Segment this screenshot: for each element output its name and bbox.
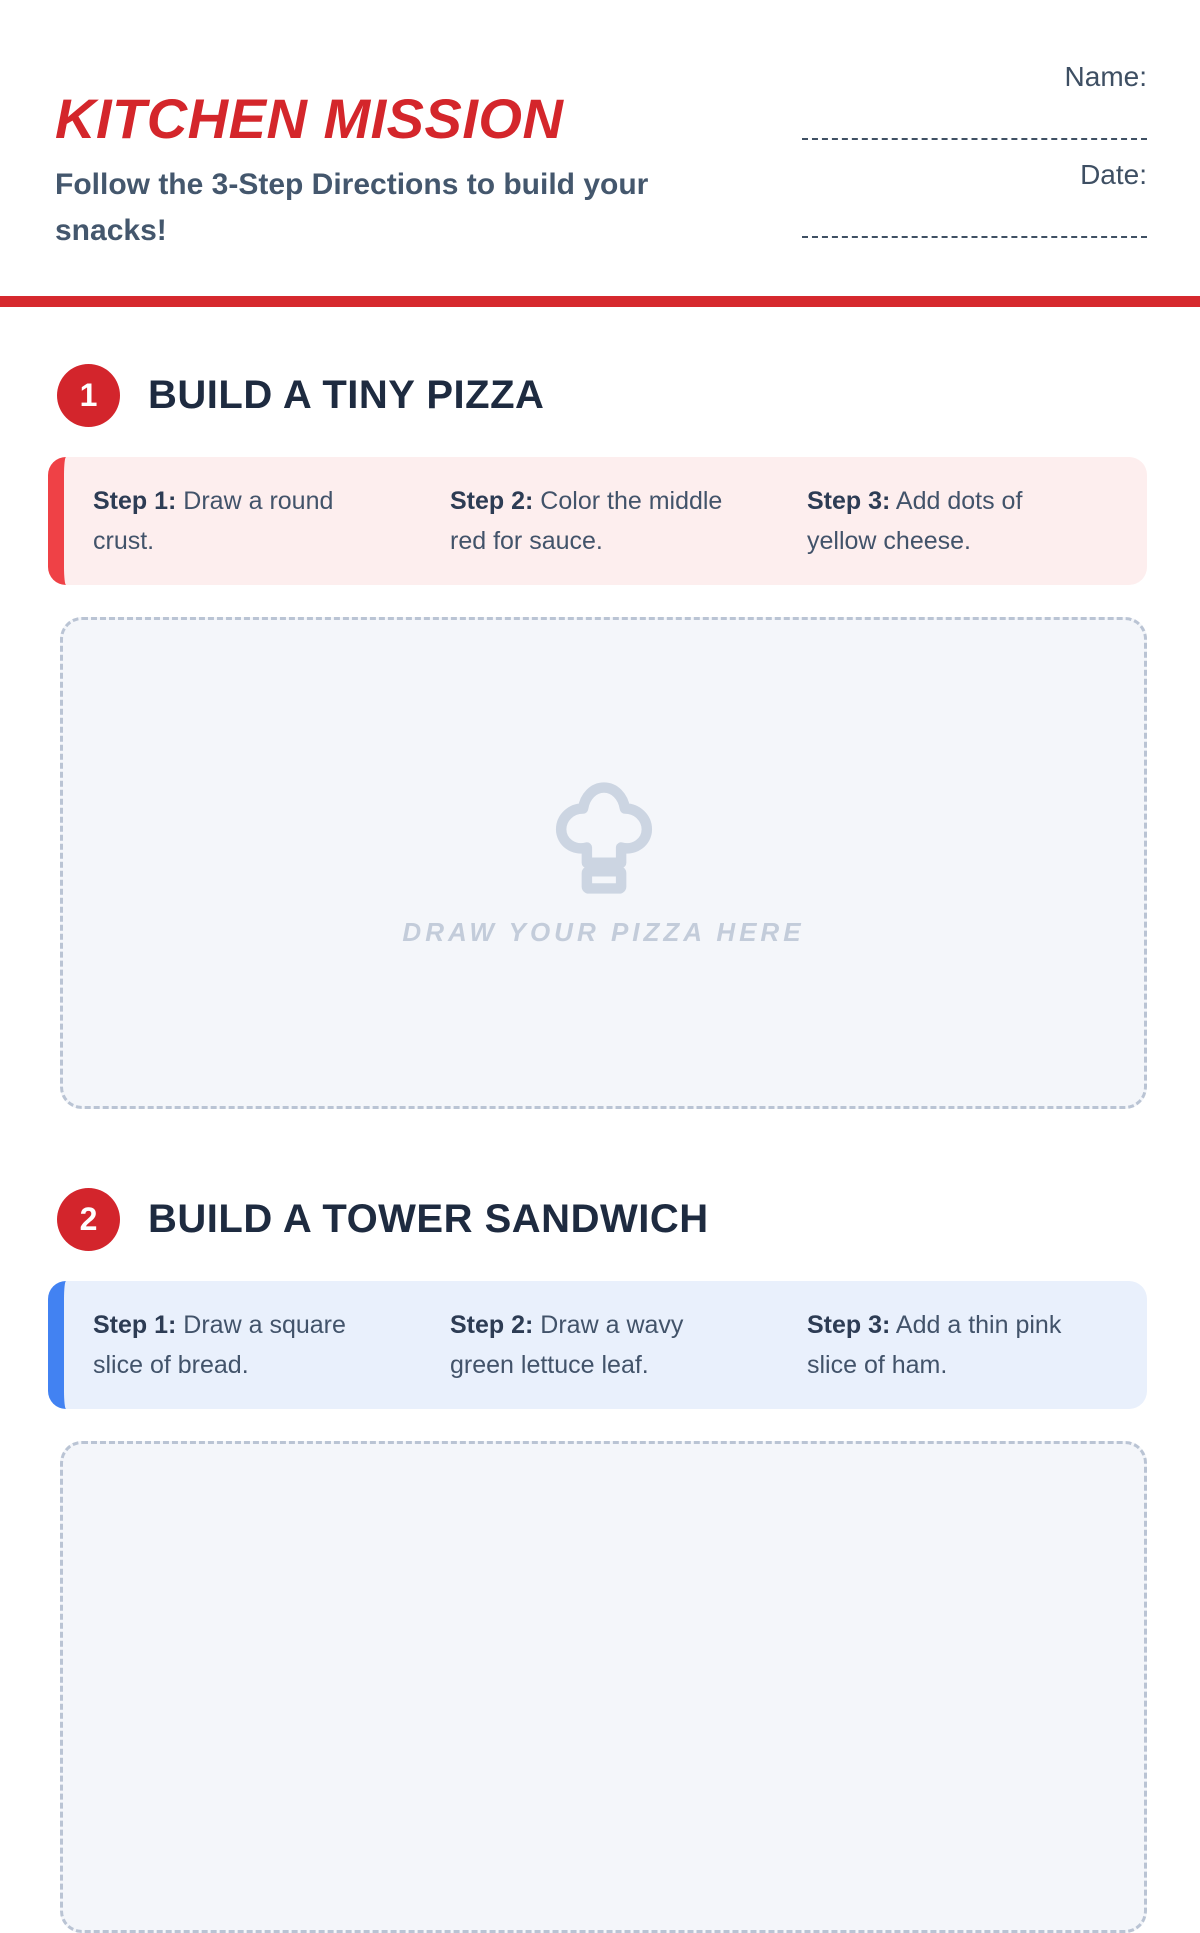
section-1-head: 1 BUILD A TINY PIZZA [57,364,1147,427]
section-heading: BUILD A TOWER SANDWICH [148,1197,709,1241]
step-label: Step 3: [807,487,891,515]
step-text: Color the middle red for sauce. [450,487,723,555]
step-text: Draw a wavy green lettuce leaf. [450,1311,684,1379]
header-title-block: KITCHEN MISSION Follow the 3-Step Direct… [55,50,755,255]
draw-area-sandwich[interactable] [60,1441,1147,1933]
section-number-badge: 2 [57,1188,120,1251]
step-item: Step 2: Color the middle red for sauce. [450,481,737,561]
section-sandwich: 2 BUILD A TOWER SANDWICH Step 1: Draw a … [48,1188,1147,1933]
name-label: Name: [1064,61,1147,92]
name-date-block: Name: Date: [802,50,1147,256]
steps-card-pizza: Step 1: Draw a round crust. Step 2: Colo… [48,457,1147,585]
step-text: Draw a square slice of bread. [93,1311,346,1379]
date-label: Date: [1080,159,1147,190]
step-label: Step 3: [807,1311,891,1339]
section-2-head: 2 BUILD A TOWER SANDWICH [57,1188,1147,1251]
section-pizza: 1 BUILD A TINY PIZZA Step 1: Draw a roun… [48,364,1147,1109]
step-text: Draw a round crust. [93,487,334,555]
header: KITCHEN MISSION Follow the 3-Step Direct… [0,0,1200,256]
section-heading: BUILD A TINY PIZZA [148,373,545,417]
main-content: 1 BUILD A TINY PIZZA Step 1: Draw a roun… [0,364,1200,1933]
steps-card-sandwich: Step 1: Draw a square slice of bread. St… [48,1281,1147,1409]
step-label: Step 2: [450,1311,534,1339]
chef-hat-icon [555,781,652,894]
step-text: Add dots of yellow cheese. [807,487,1023,555]
draw-area-pizza[interactable]: DRAW YOUR PIZZA HERE [60,617,1147,1109]
step-item: Step 1: Draw a round crust. [93,481,380,561]
step-label: Step 2: [450,487,534,515]
step-item: Step 2: Draw a wavy green lettuce leaf. [450,1305,737,1385]
step-label: Step 1: [93,1311,177,1339]
page-title: KITCHEN MISSION [55,87,564,150]
step-text: Add a thin pink slice of ham. [807,1311,1062,1379]
step-item: Step 1: Draw a square slice of bread. [93,1305,380,1385]
draw-area-placeholder: DRAW YOUR PIZZA HERE [402,916,805,947]
step-label: Step 1: [93,487,177,515]
step-item: Step 3: Add a thin pink slice of ham. [807,1305,1094,1385]
step-item: Step 3: Add dots of yellow cheese. [807,481,1094,561]
page-subtitle: Follow the 3-Step Directions to build yo… [55,167,649,248]
date-fill-line[interactable] [802,236,1147,238]
name-fill-line[interactable] [802,138,1147,140]
section-number-badge: 1 [57,364,120,427]
red-divider [0,296,1200,307]
